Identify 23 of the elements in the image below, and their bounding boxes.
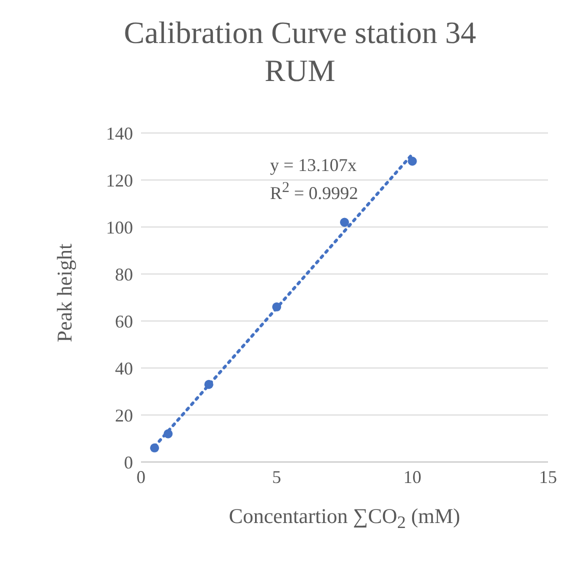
point [204,380,214,389]
y-tick-label: 100 [106,217,133,238]
point [164,429,173,438]
x-axis-title: Concentartion ∑CO$_{2}$ (mM) [228,504,462,534]
point [150,443,160,452]
annotation: y = 13.107x [270,155,357,176]
annotation: R$^{2}$ = 0.9992 [270,180,358,204]
y-tick-label: 140 [106,123,133,144]
y-axis-title: Peak height [52,244,78,342]
x-tick-label: 15 [539,466,557,487]
point [340,218,350,227]
point [272,302,282,312]
y-tick-label: 120 [106,170,133,190]
y-tick-label: 60 [115,311,133,332]
y-tick-label: 0 [124,452,133,472]
x-tick-label: 10 [403,466,422,487]
x-tick-label: 5 [272,466,282,487]
chart-title: Calibration Curve station 34 RUM [122,14,478,90]
x-tick-label: 0 [136,466,146,487]
y-tick-label: 20 [115,405,133,426]
y-tick-label: 80 [115,264,133,284]
y-tick-label: 40 [115,358,133,378]
point [408,156,417,166]
